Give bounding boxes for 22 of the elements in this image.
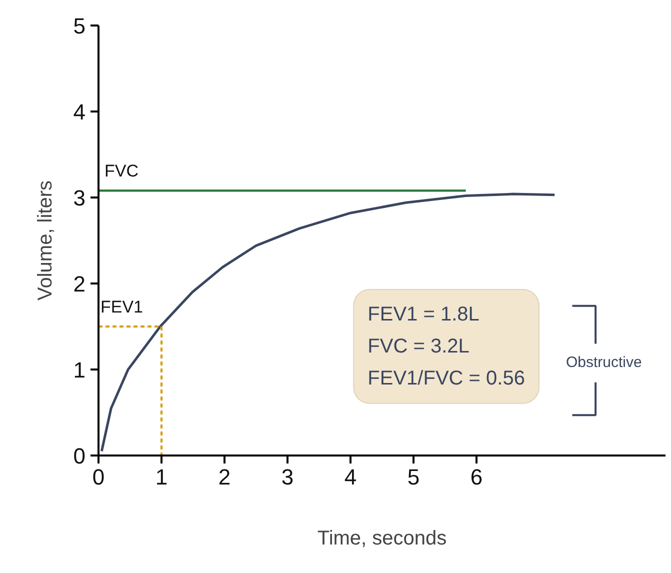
- annotation: FEV1/FVC = 0.56: [368, 367, 525, 390]
- x-tick-label: 1: [155, 464, 168, 490]
- y-axis-title: Volume, liters: [34, 180, 56, 301]
- y-tick-label: 3: [73, 186, 86, 210]
- y-tick-label: 4: [73, 100, 86, 124]
- annotation: FEV1 = 1.8L: [368, 304, 480, 326]
- x-tick-label: 6: [470, 464, 483, 490]
- x-tick-label: 2: [218, 464, 231, 490]
- x-tick-label: 5: [407, 464, 420, 490]
- y-tick-label: 0: [73, 444, 86, 468]
- x-tick-label: 0: [92, 464, 105, 490]
- y-tick-label: 2: [73, 272, 86, 296]
- series-label: FVC: [104, 162, 138, 181]
- series-label: FEV1: [100, 298, 144, 316]
- y-tick-label: 5: [73, 14, 86, 38]
- annotation: Obstructive: [566, 354, 642, 372]
- x-tick-label: 3: [281, 464, 294, 490]
- x-axis-title: Time, seconds: [317, 528, 447, 550]
- x-tick-label: 4: [344, 464, 357, 490]
- annotation: FVC = 3.2L: [368, 335, 470, 358]
- line-series: [100, 192, 556, 452]
- y-tick-label: 1: [73, 358, 86, 382]
